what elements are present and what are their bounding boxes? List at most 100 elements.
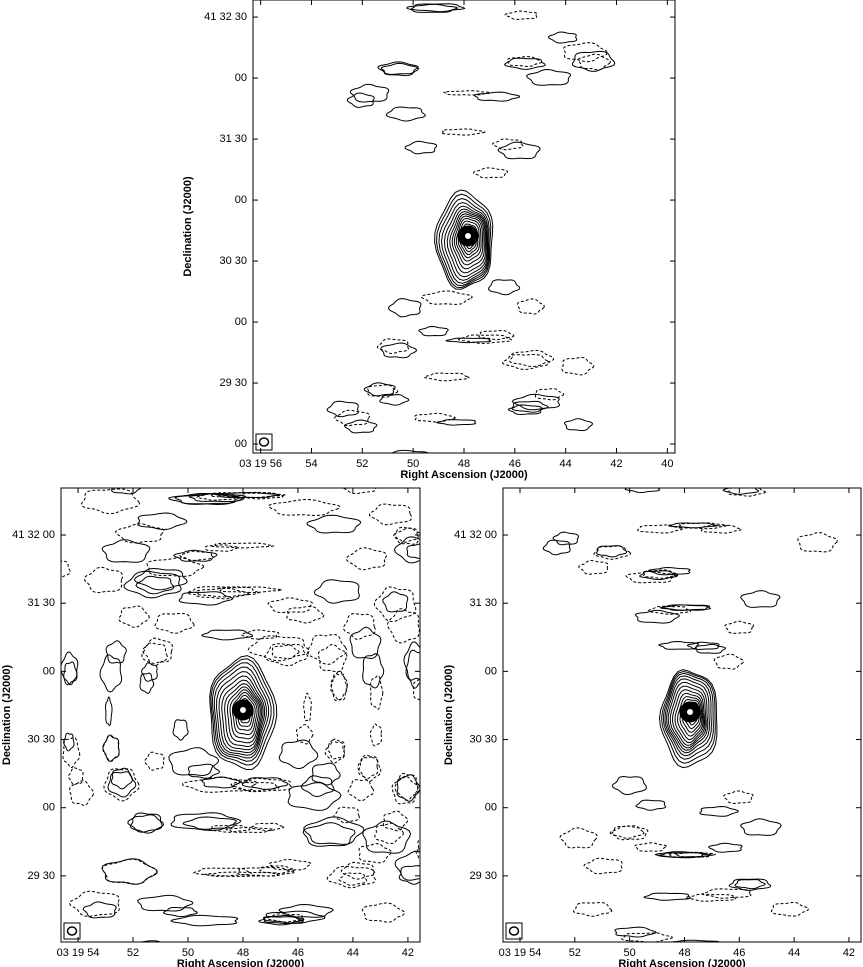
y-axis-label: Declination (J2000) <box>1 665 13 766</box>
contour <box>80 488 141 515</box>
contour <box>264 643 309 667</box>
contour <box>201 629 254 641</box>
contour <box>213 666 270 759</box>
contour <box>403 641 420 681</box>
beam <box>66 926 78 936</box>
contour <box>361 902 405 923</box>
contour <box>368 503 413 526</box>
contour <box>266 913 305 923</box>
contour <box>215 671 267 756</box>
contour <box>636 524 683 534</box>
contour <box>376 338 409 355</box>
x-tick-label: 48 <box>458 458 470 470</box>
contour <box>218 675 266 754</box>
contour <box>211 542 275 549</box>
contour <box>504 10 539 20</box>
contour <box>593 545 632 560</box>
contour <box>178 591 233 606</box>
y-tick-label: 29 30 <box>469 870 497 882</box>
contour <box>446 208 488 278</box>
contour <box>428 800 457 830</box>
contour <box>507 404 543 416</box>
contour <box>380 342 418 359</box>
y-tick-label: 41 32 00 <box>454 529 497 541</box>
contour <box>430 796 456 825</box>
y-tick-label: 30 30 <box>219 255 247 267</box>
y-tick-label: 41 32 00 <box>12 529 55 541</box>
contour <box>542 539 571 556</box>
contour <box>307 633 348 665</box>
contour <box>129 814 164 834</box>
contour <box>438 197 490 287</box>
contour <box>196 493 237 501</box>
contour <box>453 215 484 266</box>
contour <box>658 669 718 769</box>
y-tick-label: 00 <box>485 665 497 677</box>
contour <box>386 608 420 644</box>
x-tick-label: 40 <box>661 458 673 470</box>
contour <box>247 635 310 662</box>
contour <box>405 649 420 689</box>
contour <box>611 825 645 839</box>
contour <box>699 805 740 817</box>
contour <box>442 90 491 96</box>
contour <box>620 932 673 942</box>
contour <box>373 586 417 623</box>
contour <box>377 61 419 75</box>
y-tick-label: 31 30 <box>27 597 55 609</box>
contour <box>278 903 334 918</box>
x-axis-label: Right Ascension (J2000) <box>177 958 305 967</box>
contour <box>722 488 760 495</box>
contour <box>684 893 737 902</box>
contour <box>258 916 305 926</box>
contour <box>182 816 237 830</box>
contour <box>186 586 260 598</box>
contour <box>534 388 565 401</box>
contour <box>170 812 242 832</box>
contour <box>488 279 521 296</box>
contour <box>191 445 224 452</box>
contour <box>412 679 420 701</box>
contour <box>435 419 477 426</box>
contour <box>327 738 346 760</box>
contour <box>62 736 81 768</box>
contour <box>497 141 541 160</box>
contour <box>393 526 419 543</box>
panel: 03 19 56 54 52 50 48 46 44 42 40 41 32 30 00 31 30 0… <box>182 0 676 481</box>
x-tick-label: 46 <box>509 458 521 470</box>
contour <box>415 847 420 861</box>
contour <box>68 890 120 917</box>
x-tick-label: 48 <box>237 947 249 959</box>
contour <box>639 570 679 580</box>
contour <box>286 605 325 624</box>
contour <box>133 567 188 591</box>
panel: 03 19 54 52 50 48 46 44 42 41 32 00 31 30 00 30 30… <box>1 445 457 967</box>
contour <box>396 774 420 802</box>
contour <box>609 825 649 841</box>
contour <box>418 325 449 337</box>
contour <box>324 740 346 764</box>
x-tick-label: 52 <box>569 947 581 959</box>
contour <box>358 755 382 782</box>
contour <box>659 604 712 611</box>
contour <box>369 723 382 747</box>
contour <box>326 400 359 418</box>
beam-box <box>255 433 273 451</box>
contour <box>734 878 766 890</box>
beam <box>258 437 270 447</box>
contour <box>563 42 608 63</box>
contour <box>362 653 385 689</box>
contour <box>391 775 419 805</box>
contour <box>611 775 647 796</box>
contour <box>563 418 594 432</box>
contour <box>667 681 709 751</box>
contour <box>24 618 46 647</box>
contour <box>723 790 754 805</box>
contour <box>224 683 263 748</box>
contour <box>67 767 84 786</box>
contour <box>167 492 241 505</box>
contour <box>503 57 546 70</box>
contour <box>69 780 94 806</box>
contour <box>21 678 31 709</box>
x-tick-label: 46 <box>733 947 745 959</box>
